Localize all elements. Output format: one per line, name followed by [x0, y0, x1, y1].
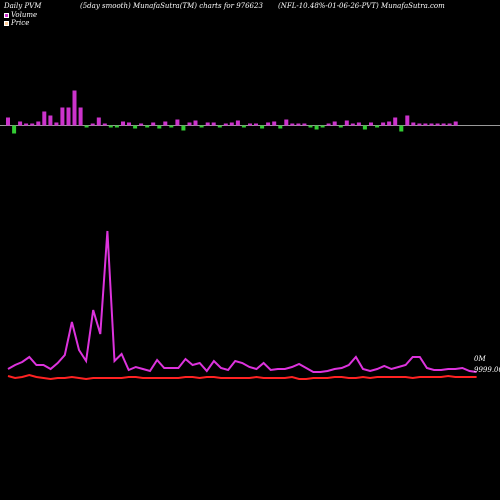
- legend-price-label: Price: [11, 19, 30, 27]
- volume-bar: [133, 125, 138, 129]
- volume-bar: [18, 121, 23, 126]
- volume-bar: [447, 123, 452, 126]
- volume-bar: [429, 123, 434, 126]
- volume-bar: [102, 123, 107, 126]
- volume-bar: [441, 123, 446, 126]
- volume-bar: [375, 125, 380, 128]
- volume-bar: [411, 122, 416, 126]
- volume-bar: [356, 122, 361, 126]
- volume-bar: [169, 125, 174, 128]
- volume-bar: [399, 125, 404, 132]
- volume-bar: [60, 107, 65, 126]
- volume-bar: [96, 117, 101, 126]
- volume-bar: [393, 117, 398, 126]
- volume-bar: [12, 125, 17, 134]
- volume-bar: [6, 117, 10, 126]
- volume-bar: [235, 120, 240, 126]
- volume-bar: [78, 107, 83, 126]
- volume-bar: [187, 122, 192, 126]
- volume-bar: [435, 123, 440, 126]
- volume-bar: [320, 125, 325, 128]
- volume-bar: [278, 125, 283, 129]
- chart-title-left: Daily PVM: [4, 2, 42, 10]
- volume-bar: [199, 125, 204, 128]
- volume-bar: [338, 125, 343, 128]
- price-line: [7, 373, 477, 381]
- volume-bar: [290, 123, 295, 126]
- volume-bar: [157, 125, 162, 129]
- volume-bar: [108, 125, 113, 128]
- volume-bar: [362, 125, 367, 130]
- volume-bar: [260, 125, 265, 129]
- volume-bar: [248, 123, 252, 126]
- volume-bar: [302, 123, 307, 126]
- volume-bar: [308, 125, 313, 128]
- volume-bar: [387, 121, 392, 126]
- volume-bar: [72, 90, 77, 126]
- volume-bar: [241, 125, 246, 128]
- volume-bar: [30, 123, 35, 126]
- volume-bar: [175, 119, 180, 126]
- volume-bar: [254, 123, 258, 126]
- legend-volume: Volume: [4, 11, 37, 19]
- volume-bar: [350, 123, 355, 126]
- volume-bar: [266, 122, 271, 126]
- volume-bar: [54, 122, 59, 126]
- volume-bar: [42, 111, 47, 126]
- volume-bar: [36, 121, 41, 126]
- legend-volume-label: Volume: [11, 11, 38, 19]
- volume-bar: [369, 122, 373, 126]
- volume-bar: [114, 125, 119, 128]
- volume-bar: [211, 122, 216, 126]
- volume-bar: [423, 123, 428, 126]
- volume-bar: [84, 125, 89, 128]
- legend-price: Price: [4, 19, 29, 27]
- volume-bar: [229, 122, 234, 126]
- volume-end-label: 0M: [474, 355, 486, 363]
- legend-volume-swatch: [4, 12, 9, 18]
- volume-bar: [48, 115, 53, 126]
- volume-bar: [90, 123, 95, 126]
- volume-bar: [24, 123, 29, 126]
- volume-bars: [6, 90, 458, 134]
- volume-bar: [145, 125, 150, 128]
- volume-bar: [223, 123, 228, 126]
- volume-bar: [181, 125, 186, 131]
- volume-line: [7, 230, 477, 373]
- volume-bar: [314, 125, 319, 130]
- volume-bar: [121, 121, 125, 126]
- chart-title-right: (NFL-10.48%-01-06-26-PVT) MunafaSutra.co…: [278, 2, 445, 10]
- volume-bar: [344, 120, 349, 126]
- volume-bar: [405, 115, 410, 126]
- volume-bar: [205, 122, 210, 126]
- volume-bar: [381, 122, 386, 126]
- volume-bar: [127, 122, 131, 126]
- volume-bar: [217, 125, 222, 128]
- volume-bar: [272, 121, 277, 126]
- volume-bar: [151, 122, 156, 126]
- volume-bar: [453, 121, 458, 126]
- volume-bar: [326, 123, 331, 126]
- chart-title-middle: (5day smooth) MunafaSutra(TM) charts for…: [80, 2, 263, 10]
- volume-bar: [163, 121, 168, 126]
- volume-bar: [139, 123, 144, 126]
- volume-bar: [284, 119, 289, 126]
- legend-price-swatch: [4, 20, 9, 26]
- volume-bar: [193, 120, 198, 126]
- price-end-label: 9999.00: [474, 366, 500, 374]
- volume-bar: [296, 123, 301, 126]
- volume-bar: [66, 107, 71, 126]
- volume-bar: [417, 123, 422, 126]
- volume-bar: [332, 121, 337, 126]
